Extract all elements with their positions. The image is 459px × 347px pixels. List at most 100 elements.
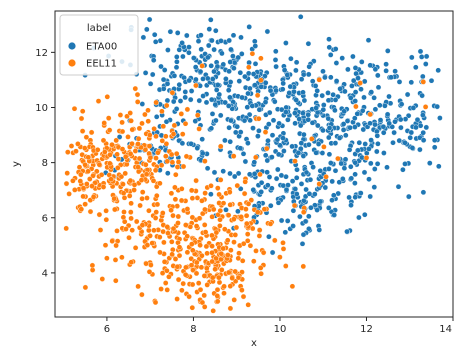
point-eta00 [326, 125, 333, 131]
point-eel11 [235, 255, 242, 262]
point-eel11 [216, 274, 222, 281]
point-eel11 [253, 248, 259, 254]
point-eta00 [414, 116, 421, 123]
point-eta00 [188, 88, 195, 94]
point-eel11 [128, 215, 134, 222]
point-eta00 [242, 73, 248, 80]
point-eel11 [184, 233, 190, 239]
point-eta00 [208, 96, 215, 103]
point-eel11 [102, 149, 108, 155]
point-eel11 [216, 191, 222, 198]
point-eel11 [82, 145, 88, 151]
point-eel11 [144, 195, 150, 201]
point-eel11 [226, 189, 233, 195]
point-eel11 [152, 299, 159, 306]
point-eel11 [139, 195, 145, 202]
point-eta00 [361, 211, 368, 218]
point-eta00 [420, 189, 427, 196]
point-eta00 [276, 120, 282, 127]
y-tick-label: 6 [42, 213, 48, 224]
point-eta00 [297, 13, 304, 20]
point-eta00 [293, 97, 300, 103]
point-eel11 [82, 161, 88, 168]
point-eta00 [244, 104, 251, 110]
point-eta00 [395, 183, 402, 190]
point-eta00 [208, 125, 215, 132]
point-eel11 [202, 158, 208, 164]
point-eta00 [238, 34, 244, 41]
point-eta00 [431, 137, 438, 143]
point-eta00 [423, 53, 430, 60]
point-eel11 [239, 269, 245, 275]
point-eta00 [211, 169, 218, 176]
point-eta00 [309, 78, 316, 84]
points-layer [63, 13, 443, 314]
point-eta00 [200, 76, 206, 82]
point-eta00 [352, 171, 358, 178]
point-eel11 [256, 233, 263, 239]
point-eel11 [77, 178, 84, 184]
point-eta00 [371, 166, 378, 172]
point-eel11 [420, 79, 427, 85]
point-eel11 [145, 118, 151, 124]
point-eel11 [147, 154, 154, 161]
point-eel11 [216, 279, 223, 286]
point-eel11 [239, 257, 246, 264]
point-eta00 [297, 213, 303, 220]
point-eel11 [280, 246, 287, 252]
point-eta00 [380, 129, 387, 136]
point-eta00 [204, 165, 211, 172]
point-eta00 [186, 44, 192, 50]
point-eel11 [233, 224, 240, 231]
point-eel11 [101, 120, 107, 126]
point-eta00 [279, 86, 286, 92]
point-eta00 [299, 240, 306, 247]
point-eel11 [162, 133, 169, 140]
point-eta00 [300, 110, 306, 116]
point-eta00 [333, 60, 340, 66]
point-eta00 [292, 110, 298, 116]
point-eta00 [402, 139, 408, 146]
point-eta00 [173, 106, 180, 112]
point-eta00 [227, 79, 234, 85]
point-eta00 [381, 150, 387, 156]
point-eta00 [354, 111, 361, 117]
point-eel11 [261, 206, 268, 212]
point-eta00 [384, 164, 390, 171]
point-eel11 [282, 263, 289, 269]
point-eel11 [175, 213, 182, 220]
point-eta00 [146, 16, 153, 23]
point-eta00 [331, 212, 338, 218]
point-eta00 [347, 124, 353, 131]
point-eel11 [245, 201, 252, 207]
point-eel11 [217, 222, 223, 229]
x-tick-label: 12 [360, 324, 373, 335]
point-eel11 [240, 293, 247, 300]
point-eta00 [404, 91, 411, 98]
point-eel11 [209, 213, 215, 220]
point-eta00 [327, 52, 334, 58]
point-eta00 [390, 139, 396, 146]
point-eel11 [176, 244, 183, 250]
point-eta00 [160, 76, 167, 83]
point-eta00 [367, 193, 374, 200]
point-eta00 [165, 47, 171, 53]
point-eta00 [269, 132, 276, 138]
point-eta00 [283, 40, 289, 46]
point-eel11 [97, 227, 104, 233]
point-eta00 [164, 97, 171, 104]
point-eel11 [292, 158, 298, 164]
point-eta00 [252, 61, 259, 67]
point-eel11 [198, 264, 205, 271]
point-eel11 [143, 260, 149, 267]
point-eel11 [197, 242, 203, 248]
point-eta00 [242, 158, 249, 165]
point-eel11 [182, 222, 189, 228]
point-eta00 [306, 63, 313, 70]
point-eta00 [305, 116, 312, 123]
point-eta00 [182, 94, 188, 101]
point-eel11 [146, 143, 153, 149]
point-eel11 [159, 137, 166, 144]
point-eta00 [319, 92, 326, 99]
point-eel11 [132, 244, 139, 251]
